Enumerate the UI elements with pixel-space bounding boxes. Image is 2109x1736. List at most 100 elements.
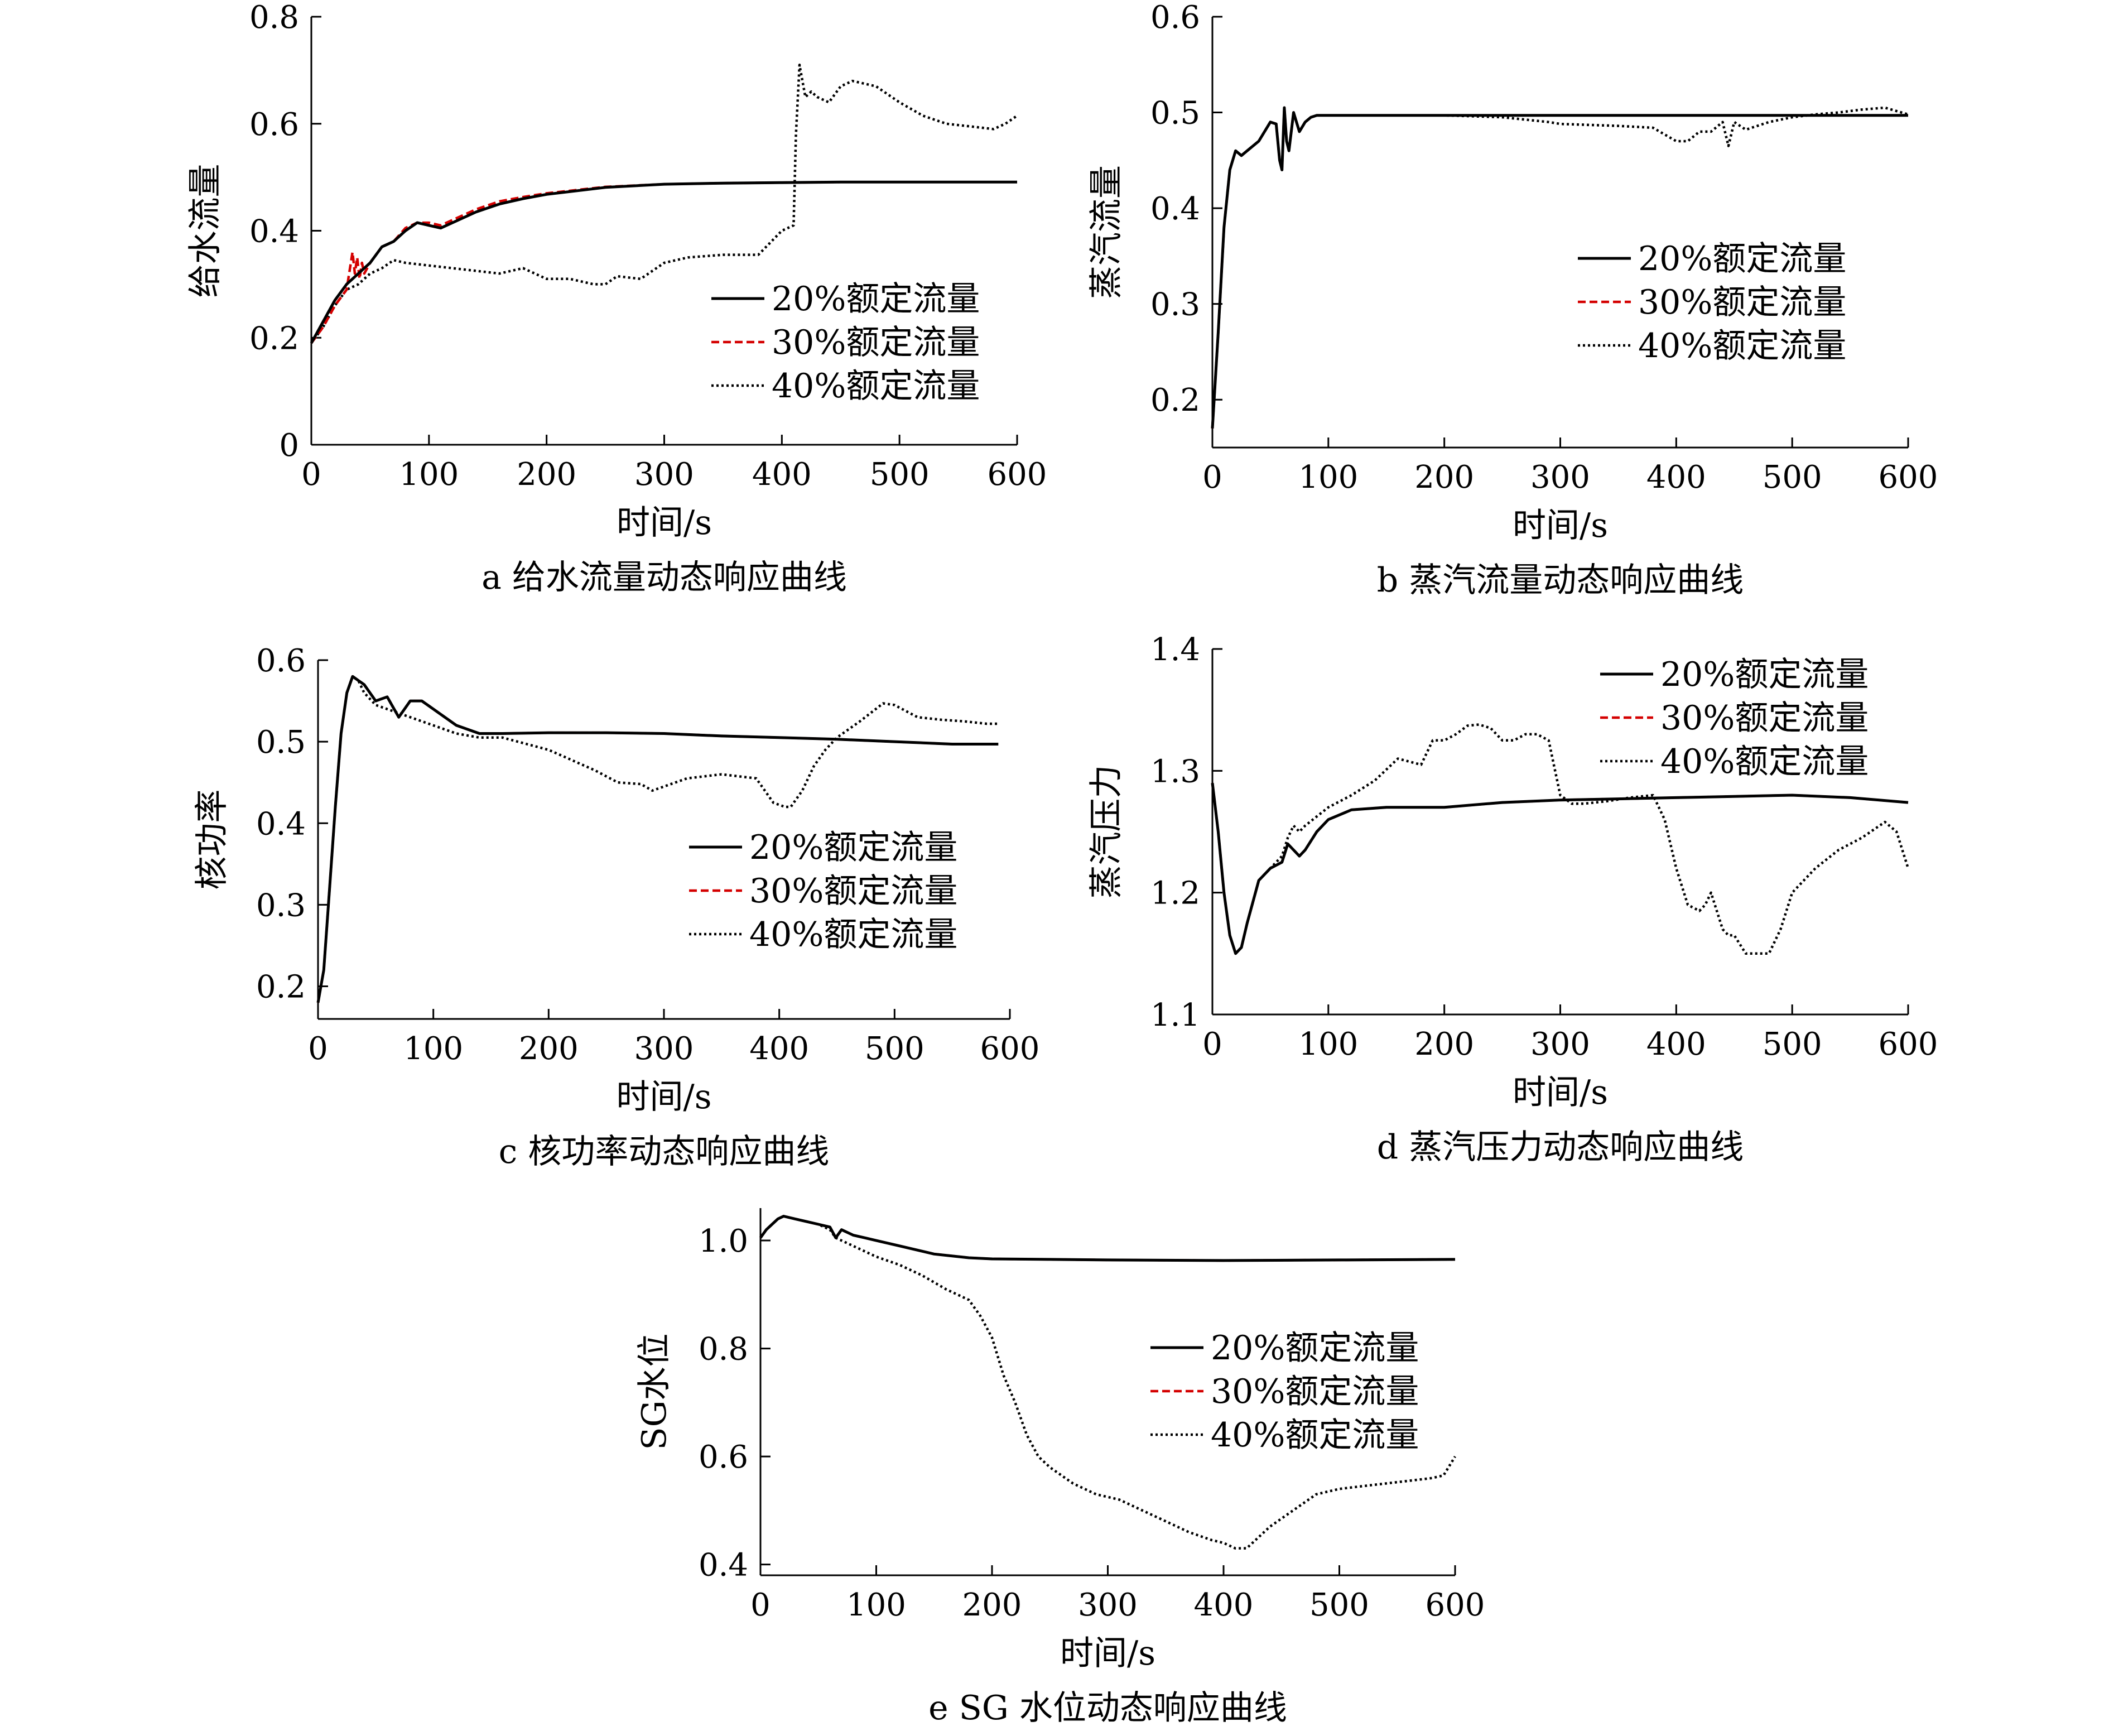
- x-tick-label: 0: [1202, 459, 1222, 496]
- x-tick-label: 600: [1879, 1026, 1938, 1062]
- series-line-3: [1211, 723, 1910, 955]
- chart-caption: c 核功率动态响应曲线: [499, 1132, 830, 1171]
- chart-caption: d 蒸汽压力动态响应曲线: [1377, 1128, 1744, 1167]
- y-tick-label: 0.4: [699, 1547, 748, 1584]
- y-tick-label: 0.4: [249, 214, 299, 250]
- x-axis-label: 时间/s: [617, 503, 712, 542]
- y-tick-label: 0.8: [249, 0, 299, 36]
- legend-label: 40%额定流量: [1660, 742, 1869, 781]
- x-tick-label: 200: [517, 456, 576, 493]
- x-tick-label: 400: [1646, 1026, 1706, 1062]
- y-tick-label: 0.3: [1150, 287, 1200, 323]
- y-tick-label: 1.4: [1150, 632, 1200, 668]
- legend-label: 40%额定流量: [772, 367, 980, 406]
- chart-e: 0 100 200 300 400 500 600 0.4 0.6 0.8 1.0 时间/s SG水位 e…: [635, 1208, 1485, 1728]
- x-tick-label: 0: [1202, 1026, 1222, 1062]
- series-line-1: [310, 180, 1017, 344]
- y-tick-label: 0.4: [1150, 191, 1200, 227]
- x-tick-label: 400: [749, 1031, 809, 1067]
- legend: 20%额定流量 30%额定流量 40%额定流量: [1578, 239, 1846, 366]
- x-tick-label: 400: [1646, 459, 1706, 496]
- chart-b: 0 100 200 300 400 500 600 0.2 0.3 0.4 0.5 0.6 时间/s 蒸汽…: [1087, 0, 1938, 600]
- y-tick-label: 0.3: [256, 887, 306, 924]
- y-axis-label: 蒸汽流量: [1087, 165, 1126, 299]
- y-tick-label: 0.4: [256, 806, 306, 842]
- chart-c: 0 100 200 300 400 500 600 0.2 0.3 0.4 0.5 0.6 时间/s 核功…: [192, 643, 1039, 1171]
- x-tick-label: 600: [988, 456, 1047, 493]
- y-tick-label: 0.2: [256, 969, 306, 1006]
- chart-a: 0 100 200 300 400 500 600 0 0.2 0.4 0.6 0.8 时间/s 给水流量…: [186, 0, 1047, 597]
- x-tick-label: 600: [1879, 459, 1938, 496]
- y-axis-label: 蒸汽压力: [1087, 765, 1126, 899]
- legend-label: 30%额定流量: [1638, 283, 1846, 322]
- legend-label: 30%额定流量: [749, 872, 957, 911]
- legend-label: 20%额定流量: [1660, 655, 1869, 694]
- y-tick-label: 0.5: [256, 724, 306, 761]
- chart-caption: a 给水流量动态响应曲线: [481, 558, 847, 597]
- y-tick-label: 0.6: [699, 1439, 748, 1475]
- x-tick-label: 200: [1414, 459, 1474, 496]
- chart-d: 0 100 200 300 400 500 600 1.1 1.2 1.3 1.4 时间/s 蒸汽压力 d…: [1087, 632, 1938, 1167]
- legend-label: 20%额定流量: [1638, 239, 1846, 278]
- x-tick-label: 300: [1078, 1587, 1138, 1623]
- y-tick-label: 1.2: [1150, 876, 1200, 912]
- x-tick-label: 500: [1763, 1026, 1822, 1062]
- legend-label: 40%额定流量: [749, 915, 957, 954]
- y-axis-label: 核功率: [192, 790, 232, 890]
- x-axis-label: 时间/s: [1513, 506, 1608, 545]
- x-tick-label: 200: [1414, 1026, 1474, 1062]
- series-line-1: [1211, 106, 1908, 429]
- y-tick-label: 1.0: [699, 1223, 748, 1259]
- legend-label: 20%额定流量: [772, 280, 980, 319]
- x-tick-label: 100: [399, 456, 459, 493]
- x-tick-label: 300: [634, 1031, 694, 1067]
- series-line-1: [316, 675, 999, 1003]
- x-tick-label: 500: [870, 456, 930, 493]
- y-tick-label: 0.8: [699, 1331, 748, 1368]
- x-tick-label: 100: [1298, 459, 1358, 496]
- y-tick-label: 0.2: [1150, 382, 1200, 419]
- x-tick-label: 300: [634, 456, 694, 493]
- x-tick-label: 0: [750, 1587, 771, 1623]
- series-line-3: [310, 64, 1018, 344]
- y-tick-label: 0.6: [256, 643, 306, 679]
- x-tick-label: 400: [1194, 1587, 1254, 1623]
- y-axis-label: SG水位: [635, 1333, 674, 1450]
- x-axis-label: 时间/s: [1060, 1634, 1155, 1673]
- y-tick-label: 0.5: [1150, 95, 1200, 132]
- y-tick-label: 1.1: [1150, 997, 1200, 1033]
- y-tick-label: 0: [279, 427, 299, 464]
- legend-label: 20%额定流量: [749, 828, 957, 867]
- x-tick-label: 0: [301, 456, 321, 493]
- legend: 20%额定流量 30%额定流量 40%额定流量: [689, 828, 957, 954]
- x-tick-label: 100: [1298, 1026, 1358, 1062]
- y-tick-label: 0.2: [249, 320, 299, 357]
- legend-label: 20%额定流量: [1211, 1329, 1419, 1368]
- x-axis-label: 时间/s: [1513, 1073, 1608, 1112]
- legend-label: 40%额定流量: [1211, 1416, 1419, 1455]
- y-axis-label: 给水流量: [186, 164, 225, 298]
- x-tick-label: 300: [1530, 459, 1590, 496]
- series-line-2: [1211, 782, 1909, 955]
- legend-label: 30%额定流量: [1211, 1372, 1419, 1411]
- x-tick-label: 600: [1426, 1587, 1485, 1623]
- legend-label: 30%额定流量: [772, 323, 980, 362]
- legend: 20%额定流量 30%额定流量 40%额定流量: [711, 280, 980, 406]
- series-line-1: [759, 1215, 1456, 1262]
- series-line-3: [759, 1215, 1456, 1550]
- y-tick-label: 0.6: [249, 107, 299, 143]
- x-tick-label: 100: [403, 1031, 463, 1067]
- x-tick-label: 200: [962, 1587, 1022, 1623]
- x-tick-label: 400: [752, 456, 812, 493]
- x-tick-label: 0: [308, 1031, 328, 1067]
- x-tick-label: 600: [980, 1031, 1040, 1067]
- x-axis-label: 时间/s: [616, 1078, 711, 1117]
- x-tick-label: 500: [1309, 1587, 1369, 1623]
- x-tick-label: 300: [1530, 1026, 1590, 1062]
- series-line-1: [1211, 782, 1909, 955]
- chart-caption: e SG 水位动态响应曲线: [928, 1689, 1287, 1728]
- legend: 20%额定流量 30%额定流量 40%额定流量: [1600, 655, 1869, 781]
- x-tick-label: 500: [1763, 459, 1822, 496]
- legend: 20%额定流量 30%额定流量 40%额定流量: [1150, 1329, 1419, 1455]
